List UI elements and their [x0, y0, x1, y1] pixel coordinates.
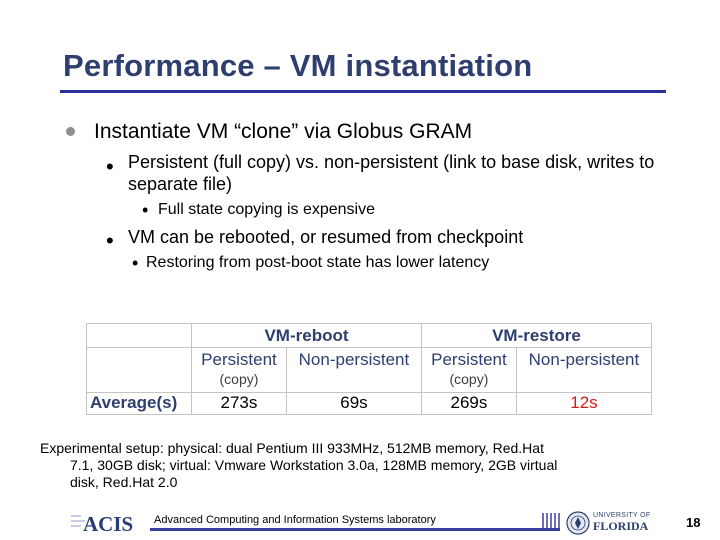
- col-header-reboot-non-persistent: Non-persistent: [285, 347, 422, 393]
- value-reboot-non-persistent: 69s: [285, 392, 422, 415]
- value-restore-persistent: 269s: [420, 392, 517, 415]
- sub-bullet-persistent: Persistent (full copy) vs. non-persisten…: [128, 152, 655, 194]
- group-header-vm-restore: VM-restore: [420, 323, 653, 348]
- row-label-average: Average(s): [86, 392, 192, 415]
- experimental-setup-note: Experimental setup: physical: dual Penti…: [40, 440, 660, 491]
- col-header-restore-persistent: Persistent (copy): [420, 347, 517, 393]
- sub-bullet-reboot: VM can be rebooted, or resumed from chec…: [128, 227, 524, 247]
- slide-title: Performance – VM instantiation: [63, 48, 533, 83]
- acis-logo: ACIS: [71, 512, 133, 534]
- bullet-main: Instantiate VM “clone” via Globus GRAM: [94, 120, 473, 143]
- sub-sub-bullet-restoring: Restoring from post-boot state has lower…: [146, 254, 490, 271]
- table-blank-cell: [86, 347, 192, 393]
- setup-line: Experimental setup: physical: dual Penti…: [40, 440, 544, 456]
- sub-sub-bullet-dot: •: [142, 200, 149, 220]
- sub-bullet-dot: •: [106, 154, 114, 179]
- university-seal-icon: [566, 511, 590, 535]
- university-logo-text: UNIVERSITY OF FLORIDA: [593, 512, 650, 533]
- setup-line: 7.1, 30GB disk; virtual: Vmware Workstat…: [70, 457, 558, 473]
- col-header-restore-non-persistent: Non-persistent: [515, 347, 653, 393]
- sub-bullet-dot: •: [106, 228, 114, 253]
- col-header-reboot-persistent: Persistent (copy): [191, 347, 287, 393]
- value-reboot-persistent: 273s: [191, 392, 287, 415]
- setup-line: disk, Red.Hat 2.0: [70, 474, 178, 490]
- university-of-label: UNIVERSITY OF: [593, 512, 651, 519]
- florida-label: FLORIDA: [593, 519, 649, 533]
- footer-stripes-decoration: [542, 513, 560, 531]
- footer-bar: [150, 528, 560, 531]
- sub-sub-bullet-dot: •: [132, 253, 139, 273]
- sub-sub-bullet-full-copy: Full state copying is expensive: [158, 201, 375, 218]
- value-restore-non-persistent: 12s: [515, 392, 653, 415]
- table-corner-cell: [86, 323, 192, 348]
- page-number: 18: [686, 515, 701, 530]
- title-underline: [60, 90, 666, 93]
- acis-logo-text: ACIS: [83, 512, 133, 534]
- footer-lab-name: Advanced Computing and Information Syste…: [154, 514, 436, 526]
- performance-table: VM-reboot VM-restore Persistent (copy) No…: [86, 323, 653, 415]
- bullet-dot: [66, 127, 75, 136]
- group-header-vm-reboot: VM-reboot: [191, 323, 422, 348]
